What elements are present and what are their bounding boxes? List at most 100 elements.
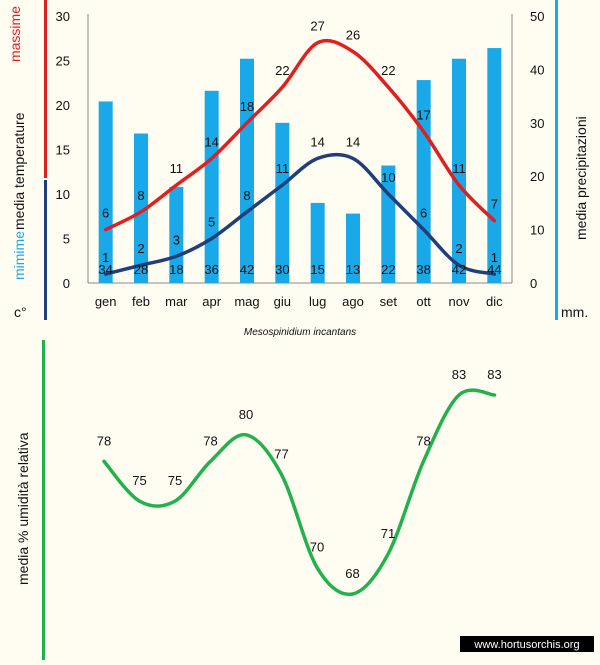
category-label: gen <box>95 294 117 309</box>
category-label: ago <box>342 294 364 309</box>
left-tick-label: 0 <box>63 276 70 291</box>
category-label: set <box>380 294 398 309</box>
min-indicator-bar <box>44 180 47 320</box>
max-temperature-label: 18 <box>240 99 254 114</box>
min-temperature-label: 5 <box>208 215 215 230</box>
min-temperature-label: 11 <box>276 161 290 176</box>
precipitation-value-label: 38 <box>416 262 430 277</box>
precipitation-value-label: 42 <box>240 262 254 277</box>
watermark: www.hortusorchis.org <box>473 639 579 651</box>
precipitation-bar <box>275 122 290 283</box>
left-tick-label: 10 <box>56 187 70 202</box>
precipitation-bar <box>346 213 360 283</box>
humidity-series-line <box>102 388 497 597</box>
humidity-axis-label: media % umidità relativa <box>15 432 31 585</box>
max-temperature-label: 27 <box>310 19 324 34</box>
max-axis-label: massime <box>7 6 23 62</box>
humidity-indicator-bar <box>42 340 45 660</box>
precipitation-value-label: 28 <box>134 262 148 277</box>
precipitation-value-label: 22 <box>381 262 395 277</box>
left-tick-label: 5 <box>63 232 70 247</box>
humidity-value-label: 70 <box>310 539 324 554</box>
humidity-value-label: 71 <box>381 526 395 541</box>
category-label: feb <box>132 294 150 309</box>
min-temperature-label: 2 <box>137 241 144 256</box>
precipitation-value-label: 36 <box>204 262 218 277</box>
left-tick-label: 30 <box>56 9 70 24</box>
precipitation-bar <box>487 48 502 283</box>
precipitation-value-label: 34 <box>98 262 112 277</box>
max-temperature-label: 26 <box>346 28 360 43</box>
category-label: dic <box>486 294 503 309</box>
precipitation-value-label: 13 <box>346 262 360 277</box>
precipitation-unit: mm. <box>561 304 588 320</box>
category-label: ott <box>416 294 431 309</box>
humidity-value-label: 68 <box>345 566 359 581</box>
category-label: lug <box>309 294 326 309</box>
min-temperature-line <box>103 152 497 276</box>
precipitation-bar <box>240 58 254 283</box>
humidity-value-label: 77 <box>274 447 288 462</box>
min-temperature-label: 8 <box>243 188 250 203</box>
temperature-lines <box>103 38 497 276</box>
right-tick-label: 0 <box>530 276 537 291</box>
max-temperature-label: 8 <box>137 188 144 203</box>
category-label: mar <box>165 294 188 309</box>
left-tick-label: 15 <box>56 143 70 158</box>
right-tick-label: 20 <box>530 169 544 184</box>
humidity-value-label: 83 <box>487 367 501 382</box>
min-temperature-label: 1 <box>491 250 498 265</box>
max-temperature-label: 14 <box>204 134 218 149</box>
min-temperature-label: 6 <box>420 206 427 221</box>
category-label: giu <box>274 294 291 309</box>
max-temperature-label: 22 <box>275 63 289 78</box>
temperature-axis-label: media temperature <box>11 112 27 230</box>
left-tick-labels: 0 5 10 15 20 25 30 <box>56 9 70 291</box>
precipitation-bar <box>310 202 325 283</box>
precipitation-bar <box>452 58 466 283</box>
humidity-value-label: 75 <box>168 473 182 488</box>
max-temperature-label: 17 <box>416 108 430 123</box>
right-tick-label: 10 <box>530 223 544 238</box>
right-tick-label: 40 <box>530 62 544 77</box>
precipitation-axis-label: media precipitazioni <box>573 116 589 240</box>
humidity-value-label: 80 <box>239 407 253 422</box>
max-temperature-label: 22 <box>381 63 395 78</box>
category-label: nov <box>449 294 470 309</box>
left-tick-label: 25 <box>56 54 70 69</box>
species-caption: Mesospinidium incantans <box>244 327 356 338</box>
min-temperature-label: 2 <box>455 241 462 256</box>
precipitation-value-label: 18 <box>169 262 183 277</box>
min-axis-label: mimime <box>11 231 27 280</box>
right-tick-label: 50 <box>530 9 544 24</box>
precipitation-bar <box>381 165 396 283</box>
humidity-value-label: 75 <box>132 473 146 488</box>
watermark-box <box>460 636 594 652</box>
min-temperature-label: 14 <box>310 134 324 149</box>
max-temperature-label: 11 <box>170 161 184 176</box>
temperature-unit: c° <box>14 304 27 320</box>
humidity-value-label: 78 <box>203 433 217 448</box>
min-temperature-label: 3 <box>173 232 180 247</box>
min-temperature-label: 1 <box>102 250 109 265</box>
max-temperature-label: 11 <box>452 161 466 176</box>
precipitation-value-label: 15 <box>310 262 324 277</box>
precipitation-bar <box>204 90 219 283</box>
category-label: mag <box>234 294 259 309</box>
precipitation-bar <box>134 133 148 283</box>
precip-indicator-bar <box>555 0 558 320</box>
precipitation-value-label: 30 <box>275 262 289 277</box>
max-temperature-line <box>103 38 497 232</box>
right-tick-label: 30 <box>530 116 544 131</box>
humidity-value-label: 78 <box>416 433 430 448</box>
precipitation-value-label: 44 <box>487 262 501 277</box>
min-temperature-label: 14 <box>346 134 360 149</box>
max-indicator-bar <box>44 0 47 178</box>
min-temperature-label: 10 <box>381 170 395 185</box>
precipitation-bar <box>98 101 113 283</box>
humidity-value-label: 83 <box>452 367 466 382</box>
data-labels: 34 28 18 36 42 30 15 13 22 38 42 446811141822272622… <box>98 19 501 277</box>
left-tick-label: 20 <box>56 98 70 113</box>
